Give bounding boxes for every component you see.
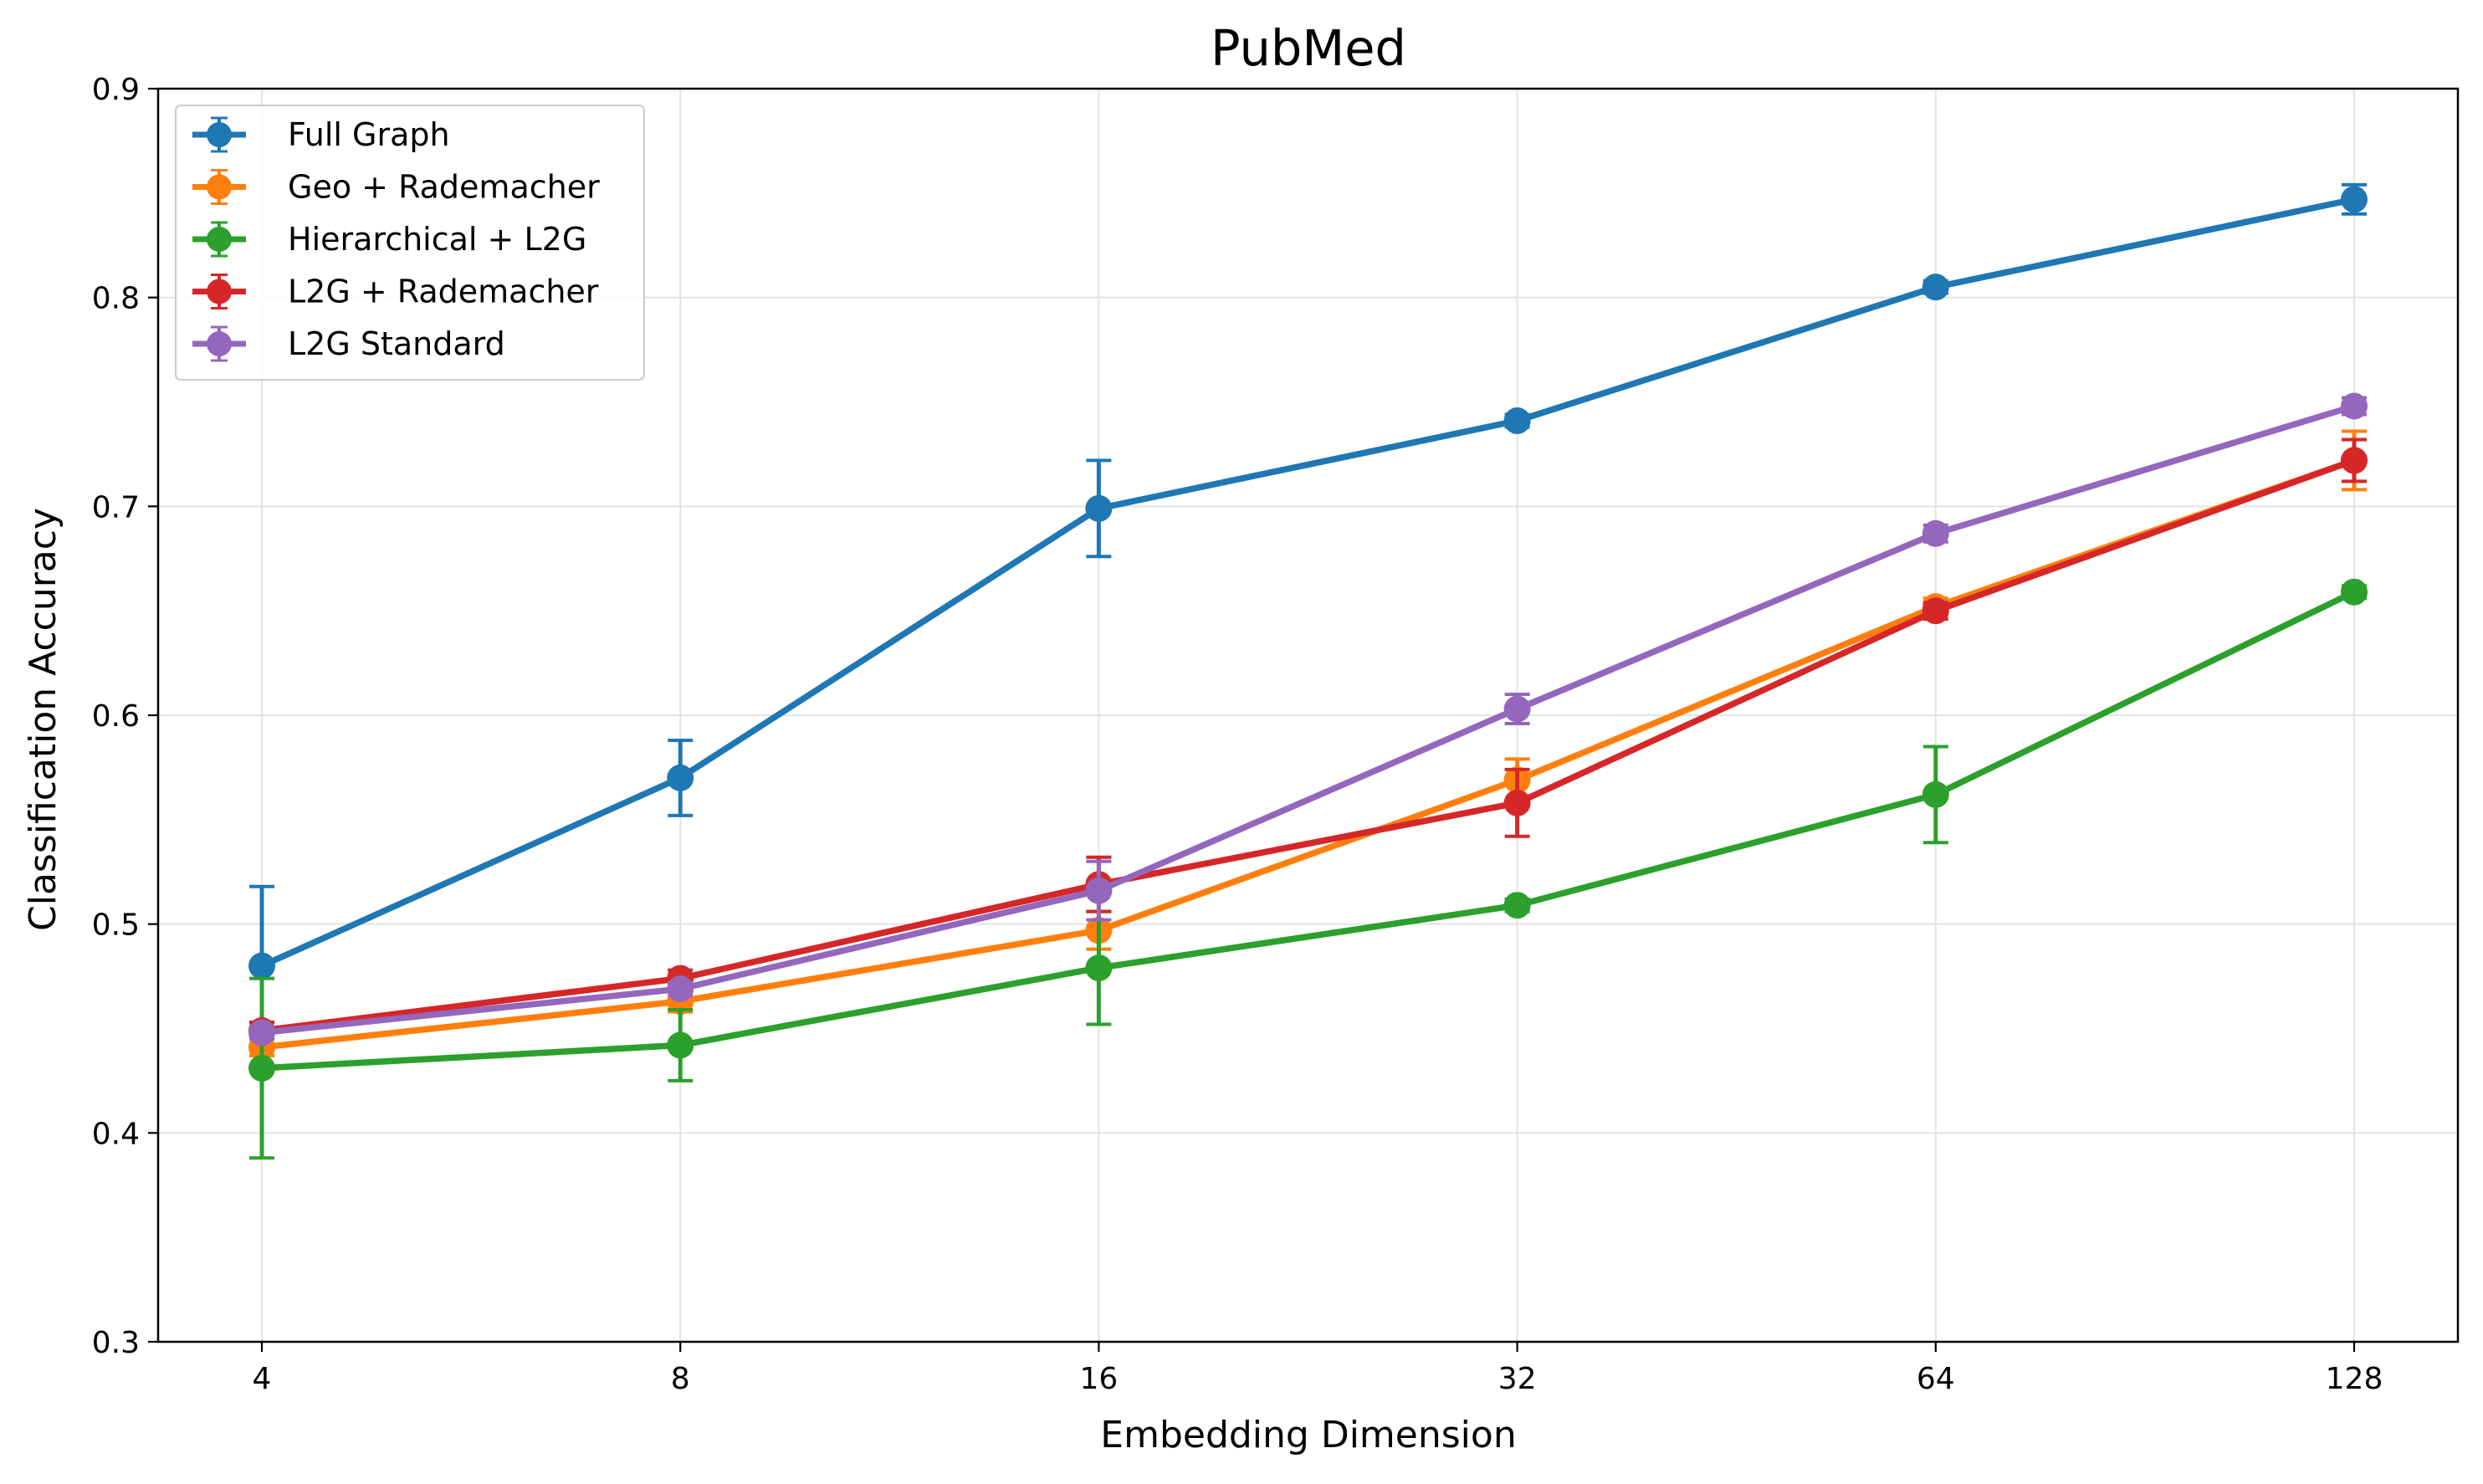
y-tick-label: 0.8 (92, 282, 140, 316)
legend-label: L2G + Rademacher (288, 274, 599, 310)
series-line (261, 589, 2356, 1072)
data-point (667, 975, 694, 1003)
data-point (1922, 274, 1949, 301)
legend-box (175, 105, 645, 381)
data-point (1503, 789, 1531, 816)
x-tick-label: 128 (2326, 1362, 2383, 1396)
x-tick-label: 32 (1498, 1362, 1537, 1396)
data-point (2341, 392, 2368, 420)
legend-label: L2G Standard (288, 325, 505, 362)
series-line (261, 457, 2356, 1051)
y-tick-label: 0.4 (92, 1117, 140, 1151)
data-point (667, 764, 694, 791)
data-point (2341, 578, 2368, 606)
data-point (2341, 447, 2368, 474)
legend: Full Graph Geo + Rademacher Hierarchical +… (175, 105, 645, 381)
y-tick-label: 0.7 (92, 490, 140, 525)
y-tick-label: 0.5 (92, 908, 140, 943)
data-point (248, 952, 275, 980)
x-tick-label: 4 (253, 1362, 272, 1396)
legend-marker (207, 279, 232, 304)
x-tick-label: 64 (1917, 1362, 1955, 1396)
series-line (261, 457, 2356, 1034)
data-point (1922, 519, 1949, 547)
legend-label: Geo + Rademacher (288, 169, 600, 206)
legend-item: L2G Standard (192, 325, 505, 362)
legend-marker (207, 227, 232, 252)
series-line (260, 196, 2355, 970)
series-full-graph (248, 182, 2368, 1047)
data-point (1922, 780, 1949, 808)
legend-label: Hierarchical + L2G (288, 221, 586, 258)
legend-item: Full Graph (192, 116, 450, 153)
legend-item: Geo + Rademacher (192, 169, 600, 206)
series-l2g-standard (248, 392, 2368, 1046)
data-point (248, 1019, 275, 1046)
data-point (1085, 877, 1113, 904)
data-point (1503, 892, 1531, 919)
data-point (1085, 954, 1113, 982)
chart-title: PubMed (1211, 19, 1406, 77)
series-line (261, 402, 2356, 1036)
x-tick-label: 16 (1079, 1362, 1118, 1396)
axis-ticks: 4 8 16 32 64 128 0.3 0.4 0.5 0.6 0.7 0.8 0.9 (92, 73, 2383, 1396)
data-point (2341, 186, 2368, 213)
legend-marker (207, 331, 232, 356)
data-point (1922, 597, 1949, 625)
legend-marker (207, 122, 232, 147)
data-point (1085, 494, 1113, 522)
series-hierarchical-l2g (248, 578, 2368, 1160)
data-point (248, 1054, 275, 1082)
legend-item: L2G + Rademacher (192, 274, 599, 310)
y-tick-label: 0.6 (92, 699, 140, 734)
legend-label: Full Graph (288, 116, 450, 153)
legend-item: Hierarchical + L2G (192, 221, 586, 258)
x-tick-label: 8 (671, 1362, 690, 1396)
legend-marker (207, 174, 232, 200)
series-layer (248, 182, 2368, 1160)
x-axis-label: Embedding Dimension (1100, 1414, 1516, 1456)
y-tick-label: 0.9 (92, 73, 140, 107)
data-point (1503, 695, 1531, 723)
data-point (667, 1031, 694, 1059)
y-tick-label: 0.3 (92, 1326, 140, 1360)
data-point (1503, 407, 1531, 434)
y-axis-label: Classification Accuracy (22, 508, 64, 931)
